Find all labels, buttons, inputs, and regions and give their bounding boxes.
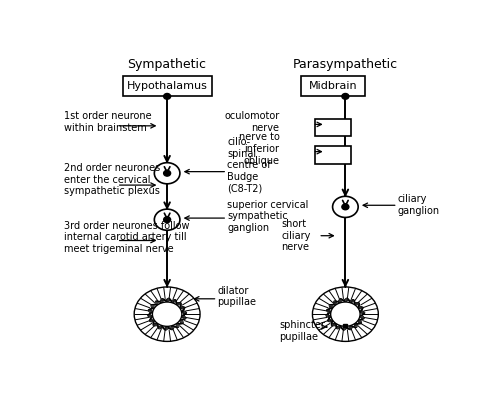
Circle shape [134, 287, 200, 342]
Text: short
ciliary
nerve: short ciliary nerve [282, 219, 311, 253]
Text: Parasympathetic: Parasympathetic [293, 58, 398, 71]
Bar [315, 146, 351, 163]
Text: 2nd order neurones
enter the cervical
sympathetic plexus: 2nd order neurones enter the cervical sy… [64, 163, 160, 196]
Circle shape [154, 163, 180, 184]
Bar [344, 324, 347, 327]
Bar [315, 119, 351, 136]
Circle shape [164, 171, 170, 176]
Circle shape [312, 287, 378, 342]
Text: ciliary
ganglion: ciliary ganglion [398, 194, 440, 216]
Text: Midbrain: Midbrain [308, 81, 357, 91]
Text: 3rd order neurones follow
internal carotid artery till
meet trigeminal nerve: 3rd order neurones follow internal carot… [64, 221, 190, 254]
Bar [301, 76, 365, 97]
Text: Sympathetic: Sympathetic [128, 58, 206, 71]
Circle shape [164, 94, 170, 99]
Circle shape [164, 217, 170, 223]
Text: oculomotor
nerve: oculomotor nerve [224, 111, 280, 133]
Bar [122, 76, 212, 97]
Text: Hypothalamus: Hypothalamus [126, 81, 208, 91]
Text: dilator
pupillae: dilator pupillae [218, 286, 256, 307]
Text: 1st order neurone
within brainstem: 1st order neurone within brainstem [64, 111, 152, 133]
Text: superior cervical
sympathetic
ganglion: superior cervical sympathetic ganglion [227, 200, 308, 233]
Circle shape [342, 94, 349, 99]
Circle shape [330, 302, 360, 327]
Text: sphincter
pupillae: sphincter pupillae [280, 320, 326, 342]
Text: nerve to
inferior
oblique: nerve to inferior oblique [238, 132, 280, 166]
Circle shape [154, 209, 180, 230]
Circle shape [332, 196, 358, 218]
Circle shape [342, 204, 349, 210]
Text: cilio-
spinal
centre of
Budge
(C8-T2): cilio- spinal centre of Budge (C8-T2) [227, 137, 271, 193]
Circle shape [152, 302, 182, 327]
